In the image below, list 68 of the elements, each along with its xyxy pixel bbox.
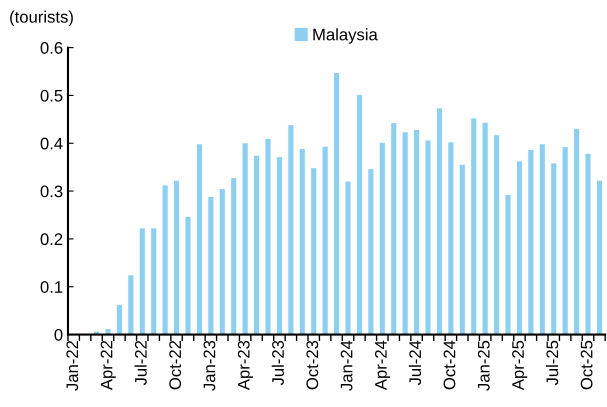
bar: [460, 164, 465, 335]
x-tick-label: Apr-25: [512, 340, 528, 390]
bar: [334, 72, 340, 335]
bar: [596, 180, 602, 335]
bar: [380, 142, 385, 335]
bar: [311, 168, 316, 335]
bar: [345, 182, 351, 335]
bar: [254, 156, 260, 335]
bar: [402, 132, 408, 335]
y-tick-label: 0.6: [40, 42, 62, 54]
bar: [482, 122, 488, 335]
x-tick-label: Jan-24: [340, 340, 352, 391]
x-tick-label: Jul-23: [272, 340, 284, 386]
bar: [471, 118, 476, 335]
bar: [585, 154, 591, 335]
y-tick-label: 0.2: [40, 233, 62, 246]
x-tick-label: Jul-25: [546, 340, 558, 386]
bar: [276, 157, 282, 335]
bar: [128, 275, 134, 335]
bar: [551, 163, 556, 335]
y-tick-label: 0.5: [40, 90, 62, 102]
x-tick-label: Oct-22: [169, 340, 182, 390]
bar: [356, 94, 362, 335]
bar: [414, 130, 420, 335]
bar: [208, 196, 214, 335]
bar: [265, 138, 271, 335]
bar: [174, 180, 180, 335]
bar: [288, 125, 294, 335]
bar: [505, 194, 511, 335]
bar: [300, 149, 305, 335]
bar: [220, 189, 225, 335]
bar: [528, 150, 534, 335]
bar: [448, 142, 454, 335]
y-tick-label: 0: [54, 328, 62, 341]
y-tick-label: 0.4: [40, 138, 63, 150]
x-tick-label: Jan-25: [478, 340, 490, 391]
y-tick-label: 0.1: [40, 281, 62, 293]
bar: [494, 135, 500, 335]
bar: [425, 140, 431, 335]
x-tick-label: Oct-24: [444, 340, 456, 390]
bar: [162, 185, 168, 335]
x-tick-label: Jul-22: [134, 340, 147, 386]
x-tick-label: Jul-24: [408, 340, 422, 386]
x-tick-label: Jan-22: [66, 340, 78, 391]
bar: [540, 144, 545, 335]
y-tick-label: 0.3: [40, 185, 62, 198]
bar: [231, 178, 236, 335]
bar: [368, 169, 374, 335]
bar: [562, 147, 568, 335]
bar: [196, 144, 202, 335]
bar: [516, 161, 522, 335]
bar: [436, 108, 442, 335]
bar: [151, 228, 156, 335]
bar: [574, 128, 580, 335]
bar: [242, 143, 248, 335]
legend-label: Malaysia: [313, 28, 378, 44]
x-tick-label: Oct-25: [580, 340, 593, 390]
bar: [391, 123, 396, 335]
y-axis-title: (tourists): [10, 10, 73, 26]
x-tick-label: Oct-23: [306, 340, 318, 390]
x-tick-label: Apr-24: [374, 340, 390, 390]
x-tick-label: Apr-23: [238, 340, 253, 390]
bar: [140, 228, 145, 335]
bar: [322, 146, 328, 335]
x-tick-label: Jan-23: [204, 340, 216, 391]
x-tick-label: Apr-22: [100, 340, 116, 390]
bar: [185, 216, 191, 335]
bar: [116, 304, 122, 335]
